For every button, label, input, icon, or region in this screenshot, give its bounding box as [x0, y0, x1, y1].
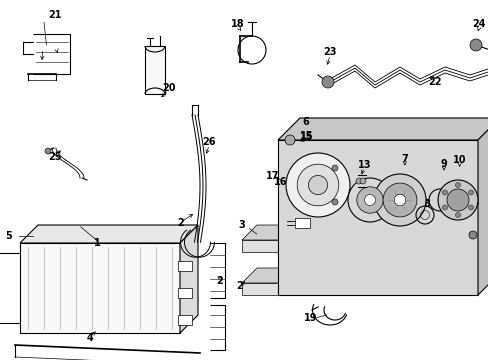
- Polygon shape: [278, 140, 477, 295]
- Bar: [145, 46, 164, 94]
- Circle shape: [373, 174, 425, 226]
- Polygon shape: [178, 288, 192, 298]
- Polygon shape: [178, 261, 192, 271]
- Text: 15: 15: [300, 132, 313, 142]
- Circle shape: [331, 199, 337, 205]
- Text: 25: 25: [48, 152, 61, 162]
- Circle shape: [446, 189, 468, 211]
- Text: 21: 21: [48, 10, 61, 20]
- Text: 6: 6: [302, 117, 308, 127]
- Circle shape: [382, 183, 416, 217]
- Circle shape: [468, 205, 472, 210]
- Circle shape: [308, 175, 327, 195]
- Polygon shape: [242, 268, 351, 283]
- Text: 2: 2: [177, 218, 184, 228]
- Circle shape: [285, 153, 349, 217]
- Polygon shape: [278, 118, 488, 140]
- Bar: [294, 218, 309, 228]
- Polygon shape: [180, 225, 198, 333]
- Circle shape: [364, 194, 375, 206]
- Text: 19: 19: [303, 312, 317, 323]
- Text: 12: 12: [366, 196, 380, 206]
- Text: 10: 10: [452, 155, 466, 165]
- Circle shape: [347, 178, 391, 222]
- Text: 11: 11: [466, 196, 479, 206]
- Circle shape: [468, 190, 472, 195]
- Circle shape: [454, 212, 460, 217]
- Circle shape: [359, 178, 365, 184]
- Text: 3: 3: [238, 220, 245, 230]
- Text: 8: 8: [422, 199, 429, 210]
- Text: 9: 9: [440, 159, 447, 169]
- Circle shape: [442, 205, 447, 210]
- Text: 1: 1: [94, 238, 101, 248]
- Text: 7: 7: [401, 154, 407, 164]
- Text: 22: 22: [427, 77, 441, 87]
- Polygon shape: [242, 225, 351, 240]
- Circle shape: [393, 194, 405, 206]
- Polygon shape: [242, 240, 336, 252]
- Polygon shape: [20, 225, 198, 243]
- Circle shape: [437, 180, 477, 220]
- Text: 26: 26: [202, 137, 216, 147]
- Text: 2: 2: [236, 281, 243, 291]
- Circle shape: [454, 183, 460, 188]
- Circle shape: [45, 148, 51, 154]
- Text: 2: 2: [216, 276, 223, 286]
- Text: 20: 20: [162, 83, 175, 93]
- Text: 4: 4: [87, 333, 94, 343]
- Text: 16: 16: [274, 177, 287, 187]
- Circle shape: [321, 76, 333, 88]
- Circle shape: [355, 178, 361, 184]
- Polygon shape: [178, 315, 192, 325]
- Circle shape: [297, 164, 338, 206]
- Text: 5: 5: [5, 231, 12, 241]
- Text: 15: 15: [300, 131, 313, 141]
- Circle shape: [442, 190, 447, 195]
- Polygon shape: [20, 243, 180, 333]
- Polygon shape: [477, 118, 488, 295]
- Circle shape: [285, 135, 294, 145]
- Circle shape: [469, 39, 481, 51]
- Text: 23: 23: [323, 47, 336, 57]
- Text: 13: 13: [357, 160, 370, 170]
- Text: 18: 18: [231, 19, 244, 30]
- Circle shape: [468, 231, 476, 239]
- Text: 17: 17: [265, 171, 279, 181]
- Circle shape: [356, 187, 383, 213]
- Text: 14: 14: [314, 195, 328, 205]
- Polygon shape: [242, 283, 336, 295]
- Text: 24: 24: [471, 19, 485, 30]
- Circle shape: [331, 165, 337, 171]
